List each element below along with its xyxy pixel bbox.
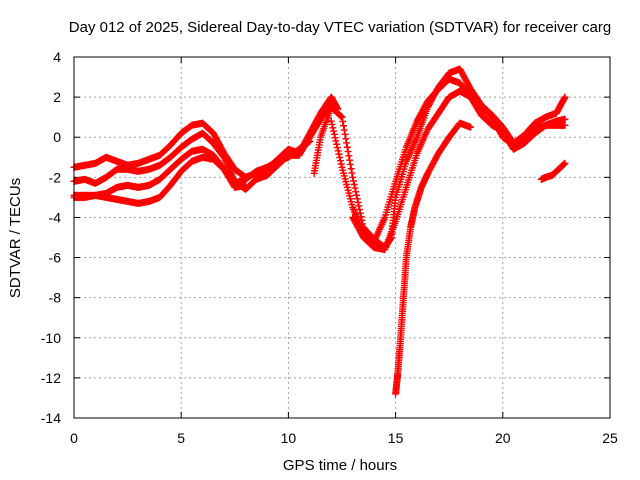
data-point <box>356 206 364 214</box>
data-point <box>242 181 250 189</box>
y-tick-label: 4 <box>53 49 61 65</box>
data-point <box>331 134 339 142</box>
data-point <box>333 144 341 152</box>
data-point <box>467 123 475 131</box>
data-point <box>346 156 354 164</box>
data-point <box>343 139 351 147</box>
y-tick-label: -8 <box>49 290 62 306</box>
data-point <box>353 191 361 199</box>
axis-ticks <box>73 56 611 419</box>
y-axis-title: SDTVAR / TECUs <box>7 178 24 298</box>
data-point <box>355 202 363 210</box>
y-tick-label: 0 <box>53 129 61 145</box>
series-track-8 <box>392 119 475 398</box>
data-point <box>333 140 341 148</box>
data-point <box>341 130 349 138</box>
y-tick-label: -14 <box>41 410 61 426</box>
grid <box>74 57 610 418</box>
x-tick-label: 20 <box>495 430 511 446</box>
y-tick-label: -6 <box>49 250 62 266</box>
y-tick-label: 2 <box>53 89 61 105</box>
data-point <box>336 153 344 161</box>
x-tick-label: 25 <box>602 430 618 446</box>
data-point <box>335 150 343 158</box>
data-point <box>342 135 350 143</box>
data-point <box>561 115 569 123</box>
data-point <box>344 148 352 156</box>
data-point <box>328 120 336 128</box>
x-axis-title: GPS time / hours <box>283 457 397 474</box>
x-tick-label: 0 <box>70 430 78 446</box>
x-tick-label: 5 <box>177 430 185 446</box>
data-point <box>561 121 569 129</box>
data-point <box>349 177 357 185</box>
data-point <box>561 159 569 167</box>
y-tick-labels: -14 -12 -10 -8 -6 -4 -2 0 2 4 <box>41 49 61 426</box>
data-series <box>70 65 569 398</box>
data-point <box>337 112 345 120</box>
data-point <box>345 152 353 160</box>
y-tick-label: -2 <box>49 169 62 185</box>
data-point <box>336 157 344 165</box>
series-track-9 <box>537 159 569 183</box>
data-point <box>350 180 358 188</box>
x-tick-labels: 0 5 10 15 20 25 <box>70 430 618 446</box>
data-point <box>349 173 357 181</box>
plot-frame <box>73 56 611 419</box>
data-point <box>327 117 335 125</box>
data-point <box>337 160 345 168</box>
data-point <box>306 137 314 145</box>
data-point <box>339 117 347 125</box>
data-point <box>353 195 361 203</box>
data-point <box>354 198 362 206</box>
series-track-4 <box>70 153 250 207</box>
data-point <box>351 184 359 192</box>
y-tick-label: -4 <box>49 209 62 225</box>
data-point <box>340 126 348 134</box>
data-point <box>352 188 360 196</box>
chart-title: Day 012 of 2025, Sidereal Day-to-day VTE… <box>69 19 611 36</box>
x-tick-label: 10 <box>281 430 297 446</box>
data-point <box>348 169 356 177</box>
x-tick-label: 15 <box>388 430 404 446</box>
y-tick-label: -10 <box>41 330 61 346</box>
data-point <box>338 113 346 121</box>
data-point <box>336 112 344 120</box>
data-point <box>561 93 569 101</box>
data-point <box>340 122 348 130</box>
data-point <box>346 160 354 168</box>
data-point <box>334 147 342 155</box>
data-point <box>330 130 338 138</box>
data-point <box>332 137 340 145</box>
y-tick-label: -12 <box>41 370 61 386</box>
data-point <box>347 165 355 173</box>
data-point <box>330 127 338 135</box>
series-track-5 <box>310 65 569 252</box>
data-point <box>343 143 351 151</box>
series-track-7 <box>349 87 569 254</box>
data-point <box>329 124 337 132</box>
